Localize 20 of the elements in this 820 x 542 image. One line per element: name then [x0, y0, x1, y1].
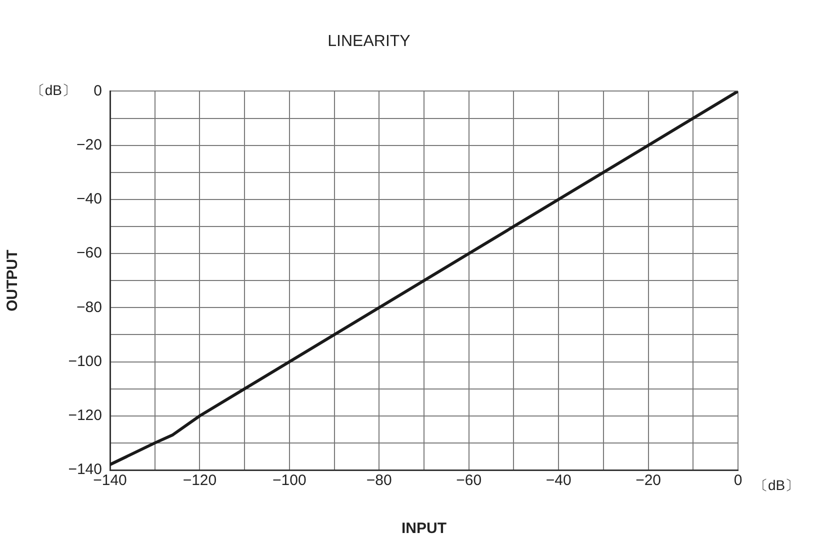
y-tick-label: −80 — [76, 298, 102, 316]
y-tick-label: −100 — [68, 352, 102, 370]
x-tick-label: 0 — [734, 472, 742, 490]
y-tick-label: 0 — [94, 82, 102, 100]
y-tick-label: −40 — [76, 190, 102, 208]
y-tick-label: −60 — [76, 244, 102, 262]
y-tick-label: −140 — [68, 461, 102, 478]
x-tick-label: −80 — [366, 472, 392, 490]
x-tick-label: −60 — [456, 472, 482, 490]
x-axis-title: INPUT — [402, 520, 446, 538]
y-tick-label: −120 — [68, 407, 102, 424]
x-tick-label: −40 — [546, 472, 572, 490]
chart-title: LINEARITY — [328, 33, 411, 50]
x-tick-label: −20 — [636, 472, 662, 490]
text: 〔dB〕 — [754, 476, 800, 493]
x-tick-label: −100 — [272, 472, 306, 490]
y-axis-title: OUTPUT — [4, 250, 22, 312]
text: 〔dB〕 — [30, 82, 76, 98]
x-tick-label: −120 — [182, 472, 217, 490]
y-tick-label: −20 — [76, 136, 102, 154]
